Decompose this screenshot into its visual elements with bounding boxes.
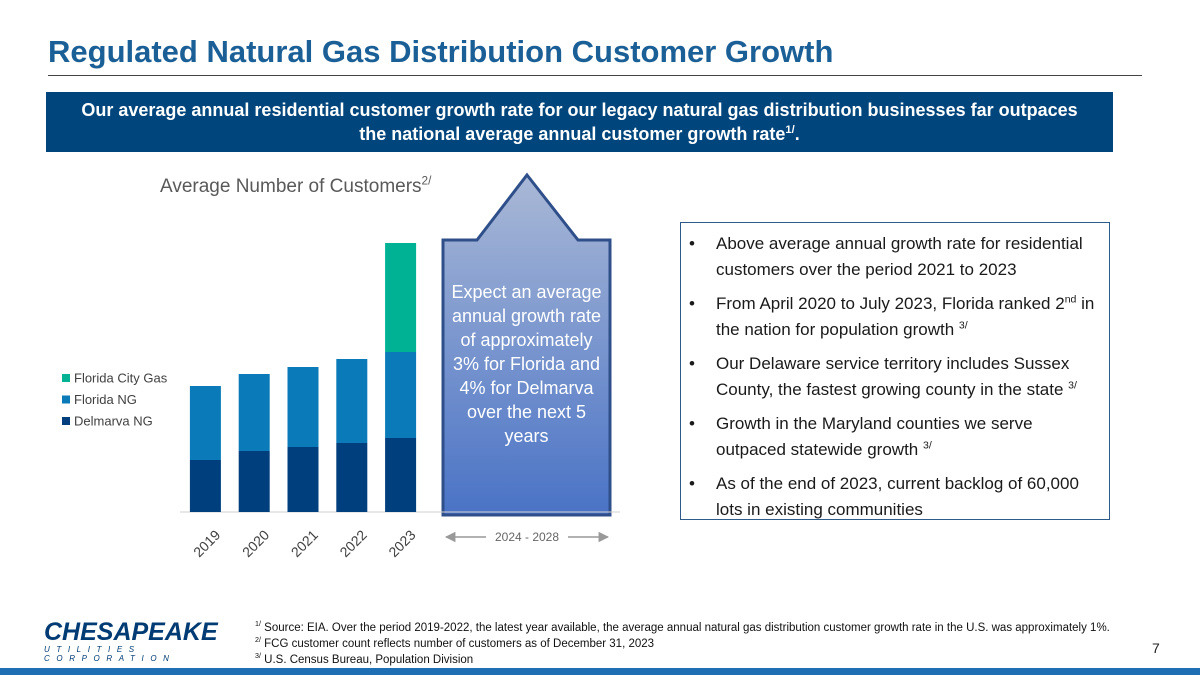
title-rule [48,75,1142,76]
footnote-text: Source: EIA. Over the period 2019-2022, … [260,622,1110,634]
bullet-text: As of the end of 2023, current backlog o… [716,474,1079,519]
x-tick-label: 2021 [288,527,321,560]
bar-segment [238,374,270,451]
bar-segment [238,451,270,512]
x-tick-label: 2023 [385,527,418,560]
legend-swatch [62,417,70,425]
banner-end: . [794,124,800,144]
legend-swatch [62,395,70,404]
x-tick-label: 2019 [190,527,223,560]
footnote-mark: 2/ [255,636,261,645]
x-tick-label: 2020 [239,527,272,560]
logo-name: CHESAPEAKE [44,618,218,646]
bullet-list: Above average annual growth rate for res… [689,231,1099,523]
footnote: 2/ FCG customer count reflects number of… [255,636,1110,652]
banner-sup: 1/ [785,124,795,136]
bullet: As of the end of 2023, current backlog o… [689,471,1099,523]
footnote-text: U.S. Census Bureau, Population Division [260,654,474,666]
legend-swatch [62,374,70,382]
chart-title-text: Average Number of Customers [160,176,422,197]
bullet-sup: 3/ [922,439,932,452]
bullet-sup: 3/ [1068,379,1077,392]
annotation: Expect an average annual growth rate of … [451,282,602,446]
bullet-text: Growth in the Maryland counties we serve… [716,414,1033,459]
bullet-text: in the nation for population growth [716,294,1095,339]
bullet-text: From April 2020 to July 2023, Florida ra… [716,294,1065,313]
bar-segment [189,460,221,512]
chart-title-sup: 2/ [421,174,432,188]
footnote-mark: 3/ [255,652,261,661]
bullet: Growth in the Maryland counties we serve… [689,411,1099,463]
bullet-sup: nd [1064,293,1077,306]
bullet-sup: 3/ [958,319,968,332]
bullet: From April 2020 to July 2023, Florida ra… [689,291,1099,343]
bullet-text: Our Delaware service territory includes … [716,354,1070,399]
bar-segment [385,438,417,512]
logo: CHESAPEAKE UTILITIES CORPORATION [44,618,244,663]
bar-segment [336,359,368,443]
legend-label: Florida City Gas [74,371,168,386]
footnote-text: FCG customer count reflects number of cu… [260,638,655,650]
bullet: Our Delaware service territory includes … [689,351,1099,403]
bar-segment [189,386,221,460]
bar-segment [385,243,417,352]
bullet-box: Above average annual growth rate for res… [680,222,1110,520]
legend-label: Florida NG [74,392,137,407]
page-number: 7 [1152,640,1160,656]
bar-segment [287,367,319,447]
footnote-mark: 1/ [255,620,261,629]
bar-segment [287,447,319,512]
footnote: 3/ U.S. Census Bureau, Population Divisi… [255,652,1110,668]
legend-label: Delmarva NG [74,414,153,429]
logo-sub: UTILITIES CORPORATION [44,645,176,663]
bottom-stripe [0,668,1200,675]
banner: Our average annual residential customer … [46,92,1113,152]
x-tick-label: 2022 [336,527,369,560]
chart-title: Average Number of Customers2/ [160,174,432,198]
bullet-text: Above average annual growth rate for res… [716,234,1083,279]
footnotes: 1/ Source: EIA. Over the period 2019-202… [255,620,1110,668]
slide-title: Regulated Natural Gas Distribution Custo… [48,34,834,69]
growth-arrow [441,172,612,517]
bar-segment [336,443,368,512]
bar-segment [385,352,417,438]
footnote: 1/ Source: EIA. Over the period 2019-202… [255,620,1110,636]
bullet: Above average annual growth rate for res… [689,231,1099,283]
range-label: 2024 - 2028 [495,530,559,544]
banner-text: Our average annual residential customer … [81,100,1078,144]
